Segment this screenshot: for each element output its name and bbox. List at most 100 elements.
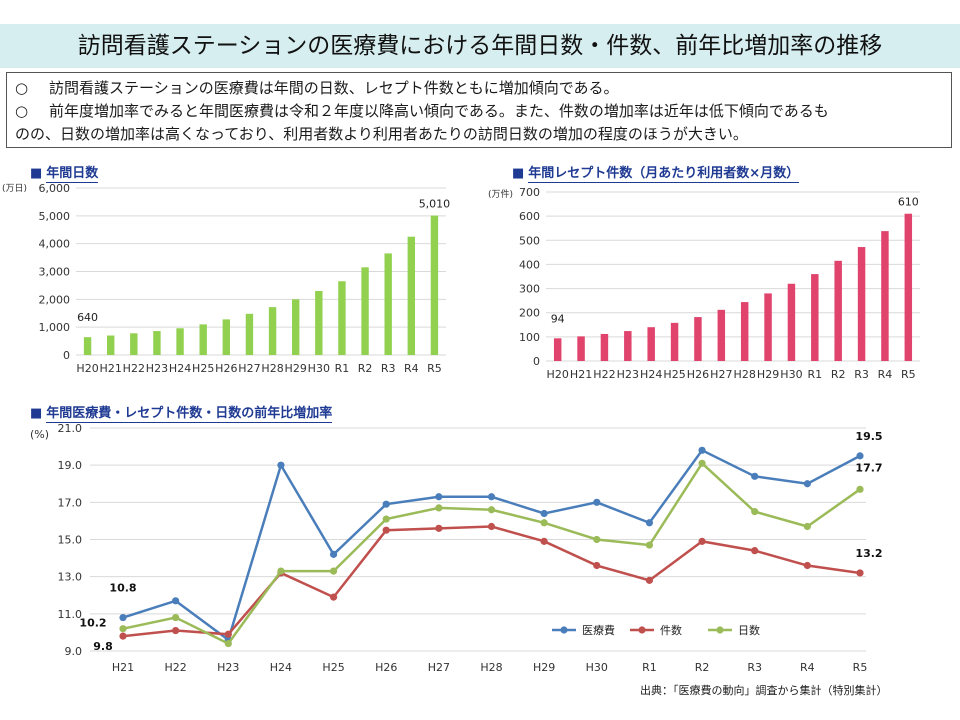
x-tick-label: R4 — [878, 368, 893, 381]
x-tick-label: H22 — [593, 368, 615, 381]
x-tick-label: H28 — [261, 362, 283, 375]
x-tick-label: R5 — [427, 362, 442, 375]
y-tick-label: 11.0 — [58, 608, 83, 621]
y-tick-label: 200 — [519, 307, 540, 320]
y-tick-label: 17.0 — [58, 496, 83, 509]
page-title: 訪問看護ステーションの医療費における年間日数・件数、前年比増加率の推移 — [77, 33, 883, 59]
bar — [268, 307, 277, 355]
y-tick-label: 100 — [519, 331, 540, 344]
growth-rate-line-chart: (%) 9.0 11.0 13.0 15.0 17.0 19.0 21.0 H21 H22 H23 H… — [30, 422, 883, 674]
chart1-title: ■ 年間日数 — [30, 166, 99, 183]
x-tick-label: H20 — [76, 362, 98, 375]
x-tick-label: H29 — [285, 362, 307, 375]
data-point — [487, 506, 496, 514]
x-tick-label: H28 — [480, 661, 502, 674]
bar — [577, 336, 585, 361]
x-tick-label: H21 — [112, 661, 134, 674]
data-point — [856, 569, 864, 577]
x-tick-label: H25 — [663, 368, 685, 381]
chart2-title: ■ 年間レセプト件数（月あたり利用者数×月数） — [512, 166, 800, 183]
bar — [670, 322, 679, 361]
x-tick-label: H25 — [322, 661, 344, 674]
bar — [624, 331, 632, 361]
bar — [130, 333, 138, 355]
y-tick-label: 400 — [519, 258, 540, 271]
x-tick-label: H26 — [215, 362, 237, 375]
y-axis-unit-label: (万件) — [488, 188, 513, 200]
data-point — [698, 459, 706, 467]
data-label-end: 19.5 — [855, 430, 882, 443]
annual-days-bar-chart: (万日) 0 1,000 2,000 3,000 4,000 5,000 6,000 H20 64… — [2, 182, 450, 375]
legend-label: 日数 — [738, 624, 760, 637]
y-tick-label: 500 — [519, 234, 540, 247]
data-point — [172, 626, 180, 635]
x-tick-label: R3 — [381, 362, 396, 375]
x-tick-label: H27 — [710, 368, 732, 381]
data-point — [119, 625, 127, 633]
x-tick-label: H21 — [570, 368, 592, 381]
bar — [106, 335, 115, 355]
y-tick-label: 700 — [519, 186, 540, 199]
bar — [361, 267, 369, 355]
data-point — [856, 485, 864, 493]
y-tick-label: 0 — [63, 349, 70, 362]
legend-label: 医療費 — [582, 623, 615, 637]
bar — [694, 317, 702, 361]
x-tick-label: H27 — [238, 362, 260, 375]
data-label-start: 10.8 — [109, 582, 136, 595]
bullet-text: 前年度増加率でみると年間医療費は令和２年度以降高い傾向である。また、件数の増加率… — [49, 102, 829, 120]
data-point — [803, 480, 811, 488]
y-tick-label: 600 — [519, 210, 540, 223]
x-tick-label: R2 — [695, 661, 710, 674]
data-point — [803, 561, 811, 570]
data-point — [329, 550, 338, 558]
data-point — [435, 524, 443, 532]
data-point — [540, 519, 548, 527]
x-tick-label: H24 — [640, 368, 662, 381]
x-tick-label: H26 — [687, 368, 709, 381]
bar — [176, 328, 184, 355]
data-point — [698, 537, 706, 545]
x-tick-label: H30 — [308, 362, 330, 375]
x-tick-label: H23 — [146, 362, 168, 375]
x-tick-label: R2 — [358, 362, 373, 375]
x-tick-label: H20 — [547, 368, 569, 381]
bar — [245, 313, 254, 355]
data-point — [645, 519, 654, 527]
x-tick-label: H23 — [217, 661, 239, 674]
x-tick-label: R1 — [642, 661, 657, 674]
bar — [338, 281, 346, 355]
x-tick-label: R3 — [747, 661, 762, 674]
x-tick-label: H29 — [533, 661, 555, 674]
summary-bullet-2: ○ 前年度増加率でみると年間医療費は令和２年度以降高い傾向である。また、件数の増… — [15, 100, 945, 123]
bar — [553, 338, 562, 361]
x-tick-label: R5 — [853, 661, 868, 674]
series-line — [122, 461, 861, 646]
y-axis-unit-label: (%) — [30, 428, 49, 441]
bar — [407, 236, 416, 355]
data-point — [277, 461, 285, 469]
data-label-first: 640 — [77, 311, 98, 324]
data-label-first: 94 — [551, 312, 565, 325]
section-square-icon: ■ — [30, 166, 43, 181]
y-tick-label: 3,000 — [39, 266, 71, 279]
data-point — [540, 537, 548, 545]
x-tick-label: R1 — [807, 368, 822, 381]
bar — [384, 253, 392, 355]
data-point — [382, 500, 390, 508]
data-point — [751, 472, 759, 480]
section-square-icon: ■ — [512, 166, 525, 181]
annual-receipts-bar-chart: (万件) 0 100 200 300 400 500 600 700 H20 94 H21 H22 H23… — [488, 186, 920, 381]
bar — [857, 247, 866, 361]
x-tick-label: R3 — [854, 368, 869, 381]
x-tick-label: R1 — [335, 362, 350, 375]
legend-label: 件数 — [660, 624, 682, 637]
data-point — [645, 541, 654, 549]
x-tick-label: H22 — [123, 362, 145, 375]
bar — [787, 283, 796, 361]
y-tick-label: 5,000 — [39, 210, 71, 223]
data-point — [645, 576, 654, 584]
data-point — [277, 567, 285, 575]
y-tick-label: 15.0 — [58, 534, 83, 547]
x-tick-label: H21 — [100, 362, 122, 375]
